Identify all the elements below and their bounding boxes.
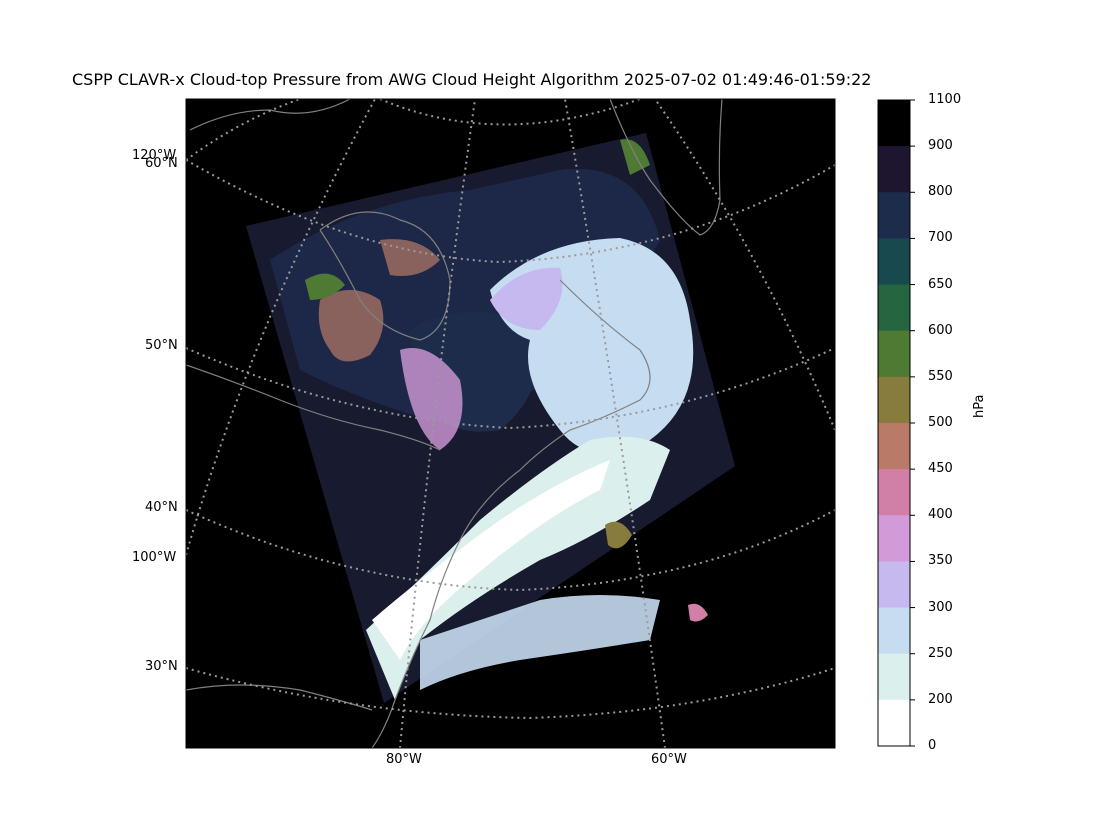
- coastline-greenland: [609, 99, 723, 236]
- colorbar-bin: [878, 515, 910, 562]
- gridline-lat-70: [379, 99, 641, 126]
- colorbar-tick-label: 550: [928, 368, 953, 384]
- coastlines: [186, 99, 723, 748]
- colorbar-tick-label: 1100: [928, 92, 962, 107]
- coastline-east-us: [371, 469, 521, 748]
- gridline-lon-120: [186, 99, 301, 161]
- coastline-labrador: [519, 279, 651, 471]
- colorbar-bin: [878, 192, 910, 239]
- cloud-high-violet: [490, 267, 563, 330]
- colorbar-bin: [878, 146, 910, 193]
- colorbar-tick-label: 350: [928, 553, 953, 569]
- colorbar-tick-label: 600: [928, 322, 953, 338]
- colorbar-unit-label: hPa: [972, 394, 987, 418]
- cloud-patch-atlantic: [605, 521, 632, 549]
- gridline-lon-60: [564, 99, 666, 748]
- gridline-lat-50: [186, 347, 835, 430]
- lat-label-30n: 30°N: [145, 659, 178, 674]
- colorbar-tick-label: 400: [928, 507, 953, 523]
- colorbar-bin: [878, 330, 910, 378]
- colorbar-bin: [878, 284, 910, 332]
- cloud-band-south: [420, 595, 660, 690]
- cloud-band-east-coast: [366, 436, 670, 700]
- colorbar-tick-label: 800: [928, 184, 953, 200]
- colorbar-bin: [878, 423, 910, 470]
- lon-label-60w: 60°W: [651, 752, 687, 767]
- colorbar-bin: [878, 607, 910, 655]
- colorbar-tick-label: 650: [928, 276, 953, 292]
- coastline-gulf: [186, 684, 373, 711]
- map-frame: [185, 98, 836, 749]
- figure-title: CSPP CLAVR-x Cloud-top Pressure from AWG…: [72, 70, 872, 89]
- lat-label-40n: 40°N: [145, 500, 178, 515]
- cloud-band-core: [372, 460, 610, 660]
- cloud-patch-north: [380, 239, 440, 276]
- colorbar-tick-label: 300: [928, 599, 953, 615]
- colorbar-bin: [878, 238, 910, 286]
- gridline-lat-30: [186, 667, 835, 720]
- lon-label-100w: 100°W: [132, 550, 177, 565]
- gridline-lon-100: [186, 99, 376, 556]
- colorbar-tick-label: 450: [928, 461, 953, 477]
- colorbar-tick-label: 900: [928, 138, 953, 154]
- cloud-patch-atlantic-2: [688, 603, 708, 622]
- colorbar-tick-label: 500: [928, 415, 953, 430]
- colorbar-tick-label: 700: [928, 230, 953, 246]
- colorbar: [877, 99, 915, 747]
- colorbar-bin: [878, 100, 910, 147]
- colorbar-bin: [878, 469, 910, 516]
- lon-label-120w: 120°W: [132, 148, 177, 163]
- lon-label-80w: 80°W: [386, 752, 422, 767]
- graticule: [186, 99, 835, 748]
- colorbar-tick-label: 200: [928, 691, 953, 707]
- coastline-hudson-bay: [319, 211, 451, 341]
- colorbar-bin: [878, 561, 910, 609]
- gridline-lat-60: [186, 159, 835, 264]
- lat-label-50n: 50°N: [145, 338, 178, 353]
- colorbar-bin: [878, 376, 910, 424]
- cloud-patch-greenland: [620, 139, 650, 175]
- lat-label-60n: 60°N: [145, 156, 178, 171]
- cloud-swirl-hudson: [318, 290, 384, 362]
- cloud-high-violet-2: [400, 348, 463, 450]
- colorbar-bin: [878, 653, 910, 701]
- border-us-canada: [186, 364, 441, 451]
- colorbar-bin: [878, 699, 910, 747]
- colorbar-tick-label: 250: [928, 645, 953, 661]
- cloud-swirl-green: [305, 273, 345, 300]
- colorbar-tick-label: 0: [928, 738, 937, 753]
